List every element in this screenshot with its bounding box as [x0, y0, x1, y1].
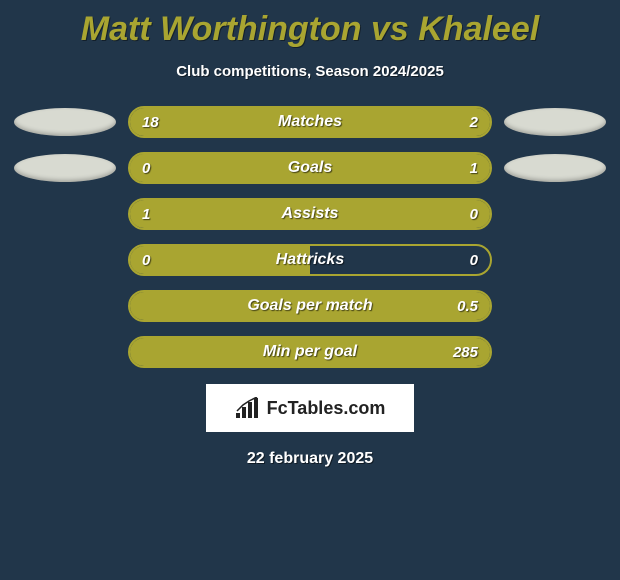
stat-label: Matches [130, 108, 490, 136]
player-right-slot [498, 154, 612, 182]
stat-value-left: 0 [142, 246, 150, 274]
comparison-container: Matches182Goals01Assists10Hattricks00Goa… [0, 106, 620, 368]
stat-row: Matches18 2 [8, 106, 612, 138]
stat-bar: Min per goal285 [128, 336, 492, 368]
stat-value-right: 0 [470, 246, 478, 274]
player-left-ellipse [14, 108, 116, 136]
stat-row: Goals per match0.5 [8, 290, 612, 322]
stat-bar: Hattricks0 0 [128, 244, 492, 276]
stat-value-left: 18 [142, 108, 159, 136]
date-label: 22 february 2025 [0, 450, 620, 468]
player-left-ellipse [14, 154, 116, 182]
stat-row: Min per goal285 [8, 336, 612, 368]
stat-label: Hattricks [130, 246, 490, 274]
stat-value-right: 2 [470, 108, 478, 136]
branding-badge: FcTables.com [206, 384, 414, 432]
stat-value-left: 0 [142, 154, 150, 182]
stat-value-left: 1 [142, 200, 150, 228]
stat-label: Min per goal [130, 338, 490, 366]
stat-value-right: 285 [453, 338, 478, 366]
branding-text: FcTables.com [267, 398, 386, 419]
stat-value-right: 0 [470, 200, 478, 228]
stat-value-right: 1 [470, 154, 478, 182]
stat-bar: Goals per match0.5 [128, 290, 492, 322]
page-title: Matt Worthington vs Khaleel [0, 0, 620, 49]
fctables-logo-icon [235, 397, 261, 419]
player-left-slot [8, 108, 122, 136]
stat-label: Assists [130, 200, 490, 228]
player-right-ellipse [504, 154, 606, 182]
stat-label: Goals per match [130, 292, 490, 320]
stat-bar: Assists1 0 [128, 198, 492, 230]
stat-value-right: 0.5 [457, 292, 478, 320]
player-left-slot [8, 154, 122, 182]
player-right-ellipse [504, 108, 606, 136]
page-subtitle: Club competitions, Season 2024/2025 [0, 63, 620, 80]
stat-row: Assists1 0 [8, 198, 612, 230]
stat-label: Goals [130, 154, 490, 182]
stat-row: Goals0 1 [8, 152, 612, 184]
stat-bar: Matches18 2 [128, 106, 492, 138]
stat-row: Hattricks0 0 [8, 244, 612, 276]
player-right-slot [498, 108, 612, 136]
stat-bar: Goals0 1 [128, 152, 492, 184]
